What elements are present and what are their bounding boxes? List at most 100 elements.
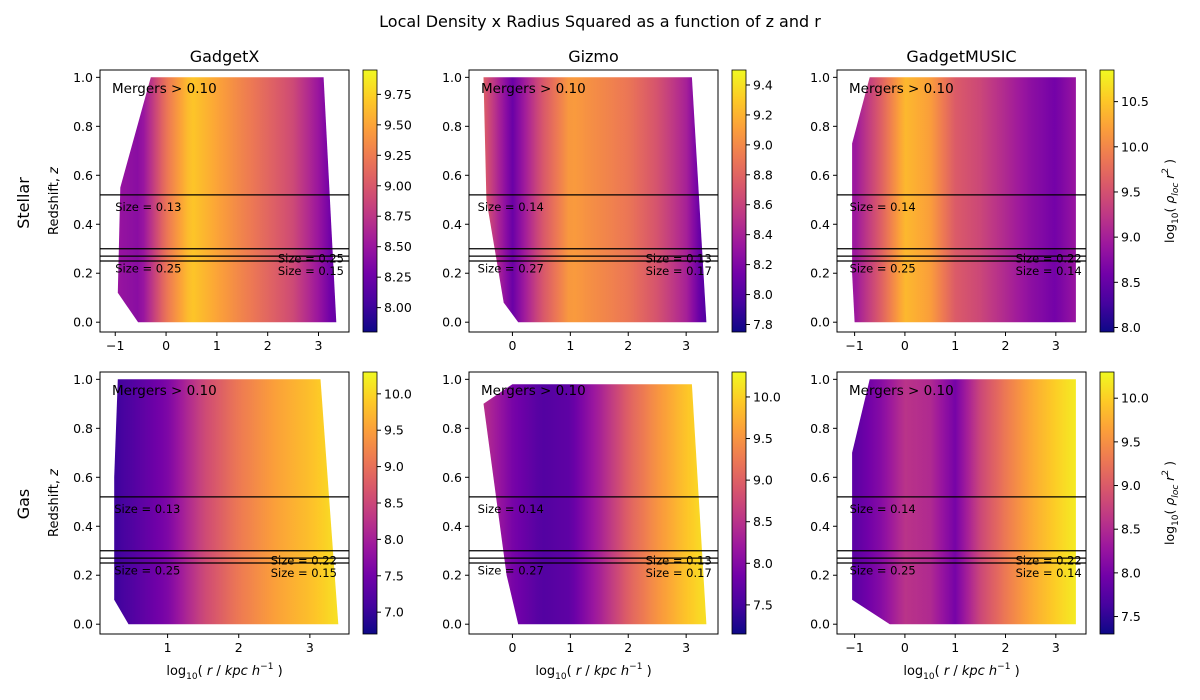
colorbar-tick-label: 9.4: [753, 77, 773, 92]
colorbar: [362, 371, 378, 635]
x-tick-label: 1: [164, 640, 172, 655]
x-tick-label: 1: [566, 338, 574, 353]
x-tick-label: 3: [1052, 338, 1060, 353]
colorbar-tick-label: 9.25: [384, 148, 412, 163]
size-label: Size = 0.13: [115, 200, 181, 214]
colorbar-tick-label: 7.5: [753, 597, 773, 612]
x-tick-label: 0: [508, 338, 516, 353]
colorbar-label: log10( ρloc r2 ): [1161, 159, 1181, 243]
y-tick-label: 0.8: [810, 421, 830, 436]
x-tick-label: 1: [213, 338, 221, 353]
size-label: Size = 0.22: [271, 554, 337, 568]
y-tick-label: 0.4: [442, 519, 462, 534]
x-tick-label: 1: [951, 338, 959, 353]
y-tick-label: 0.0: [810, 617, 830, 632]
x-tick-label: 2: [624, 640, 632, 655]
x-tick-label: 3: [682, 338, 690, 353]
y-tick-label: 1.0: [810, 70, 830, 85]
colorbar-tick-label: 8.0: [1121, 320, 1141, 335]
figure-title: Local Density x Radius Squared as a func…: [379, 12, 821, 31]
size-label: Size = 0.14: [478, 200, 544, 214]
y-tick-label: 0.4: [810, 217, 830, 232]
x-tick-label: 0: [901, 640, 909, 655]
y-tick-label: 0.6: [442, 168, 462, 183]
colorbar-tick-label: 7.0: [384, 605, 404, 620]
y-tick-label: 0.2: [810, 266, 830, 281]
colorbar-tick-label: 9.5: [753, 431, 773, 446]
mergers-annotation: Mergers > 0.10: [112, 383, 217, 399]
y-tick-label: 0.6: [442, 470, 462, 485]
colorbar-label: log10( ρloc r2 ): [1161, 461, 1181, 545]
colorbar-tick-label: 8.75: [384, 209, 412, 224]
colorbar-tick-label: 8.4: [753, 227, 773, 242]
y-tick-label: 0.0: [442, 617, 462, 632]
colorbar: [731, 371, 747, 635]
axes-frame: [99, 371, 350, 635]
x-tick-label: 3: [1052, 640, 1060, 655]
size-label: Size = 0.25: [114, 563, 180, 577]
y-tick-label: 0.6: [73, 470, 93, 485]
colorbar: [1099, 371, 1115, 635]
row-label-gas: Gas: [14, 489, 33, 520]
x-tick-label: 0: [901, 338, 909, 353]
size-label: Size = 0.13: [114, 502, 180, 516]
colorbar-tick-label: 8.5: [1121, 275, 1141, 290]
colorbar-tick-label: 8.5: [384, 496, 404, 511]
y-tick-label: 0.0: [442, 315, 462, 330]
y-tick-label: 1.0: [442, 372, 462, 387]
size-label: Size = 0.15: [271, 566, 337, 580]
colorbar-tick-label: 9.0: [384, 459, 404, 474]
y-tick-label: 0.4: [73, 519, 93, 534]
axes-frame: [836, 69, 1087, 333]
y-tick-label: 0.2: [810, 568, 830, 583]
x-tick-label: −1: [106, 338, 124, 353]
colorbar-tick-label: 9.00: [384, 178, 412, 193]
size-label: Size = 0.25: [850, 261, 916, 275]
colorbar-tick-label: 9.5: [384, 423, 404, 438]
colorbar-tick-label: 10.0: [753, 389, 781, 404]
y-tick-label: 0.2: [442, 568, 462, 583]
y-tick-label: 1.0: [73, 372, 93, 387]
y-tick-label: 0.8: [442, 421, 462, 436]
colorbar-tick-label: 8.5: [753, 514, 773, 529]
y-tick-label: 0.0: [73, 315, 93, 330]
size-label: Size = 0.14: [850, 502, 916, 516]
y-axis-label: Redshift, z: [47, 166, 62, 235]
colorbar-tick-label: 9.5: [1121, 434, 1141, 449]
x-axis-label: log10( r / kpc h−1 ): [903, 662, 1019, 682]
y-tick-label: 0.4: [442, 217, 462, 232]
size-label: Size = 0.17: [646, 566, 712, 580]
x-tick-label: 2: [624, 338, 632, 353]
mergers-annotation: Mergers > 0.10: [849, 383, 954, 399]
x-tick-label: 3: [306, 640, 314, 655]
mergers-annotation: Mergers > 0.10: [481, 81, 586, 97]
x-tick-label: 2: [1002, 640, 1010, 655]
x-tick-label: 1: [951, 640, 959, 655]
panel-title: GadgetX: [190, 47, 260, 66]
colorbar-tick-label: 8.5: [1121, 522, 1141, 537]
colorbar-tick-label: 8.0: [1121, 565, 1141, 580]
y-tick-label: 0.4: [73, 217, 93, 232]
y-tick-label: 1.0: [810, 372, 830, 387]
colorbar-tick-label: 10.0: [1121, 139, 1149, 154]
axes-frame: [468, 371, 719, 635]
y-tick-label: 1.0: [442, 70, 462, 85]
axes-frame: [99, 69, 350, 333]
y-axis-label: Redshift, z: [47, 468, 62, 537]
x-tick-label: 0: [508, 640, 516, 655]
colorbar-tick-label: 8.0: [384, 532, 404, 547]
colorbar-tick-label: 9.0: [753, 473, 773, 488]
size-label: Size = 0.13: [646, 252, 712, 266]
x-tick-label: 2: [235, 640, 243, 655]
colorbar-tick-label: 9.50: [384, 117, 412, 132]
colorbar-tick-label: 9.75: [384, 87, 412, 102]
size-label: Size = 0.13: [646, 554, 712, 568]
axes-frame: [468, 69, 719, 333]
y-tick-label: 0.8: [442, 119, 462, 134]
x-tick-label: 2: [264, 338, 272, 353]
y-tick-label: 0.2: [73, 568, 93, 583]
